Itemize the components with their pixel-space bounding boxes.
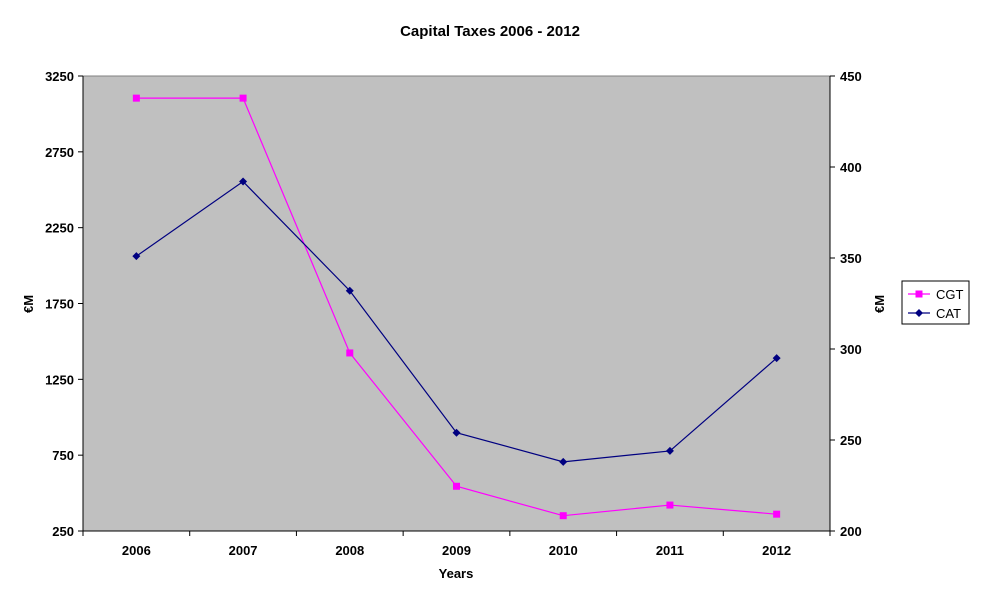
y-tick-label-left: 1750	[45, 297, 74, 312]
data-point-cat	[559, 457, 568, 466]
y-axis-left: 250 750 1250 1750 2250 2750 3250	[45, 69, 84, 539]
legend-box	[901, 280, 970, 325]
x-tick-label: 2007	[229, 543, 258, 558]
data-point-cat	[772, 354, 781, 363]
x-tick-label: 2010	[549, 543, 578, 558]
y-tick-label-right: 250	[840, 433, 862, 448]
x-tick-label: 2012	[762, 543, 791, 558]
legend-marker-cat	[915, 309, 923, 317]
y-axis-title-left: €M	[21, 295, 36, 313]
data-point-cgt	[559, 512, 567, 520]
legend-marker-cgt	[915, 290, 923, 298]
x-tick-label: 2006	[122, 543, 151, 558]
data-point-cat	[452, 428, 461, 437]
y-tick-label-right: 400	[840, 160, 862, 175]
legend-label-cat: CAT	[936, 306, 961, 321]
x-tick-label: 2009	[442, 543, 471, 558]
legend: CGT CAT	[901, 280, 970, 325]
data-point-cat	[239, 177, 248, 186]
data-point-cgt	[132, 94, 140, 102]
data-point-cgt	[773, 510, 781, 518]
data-point-cat	[345, 286, 354, 295]
series-layer	[132, 94, 781, 520]
y-tick-label-left: 1250	[45, 372, 74, 387]
series-cat	[132, 177, 781, 466]
y-tick-label-right: 300	[840, 342, 862, 357]
y-tick-label-left: 2750	[45, 145, 74, 160]
data-point-cgt	[666, 501, 674, 509]
legend-label-cgt: CGT	[936, 287, 964, 302]
y-axis-right: 200 250 300 350 400 450	[829, 69, 862, 539]
y-tick-label-left: 3250	[45, 69, 74, 84]
x-tick-label: 2008	[335, 543, 364, 558]
chart-title: Capital Taxes 2006 - 2012	[400, 23, 580, 40]
y-tick-label-right: 450	[840, 69, 862, 84]
plot-area	[82, 75, 831, 532]
y-axis-title-right: €M	[872, 295, 887, 313]
y-tick-label-right: 200	[840, 524, 862, 539]
y-tick-label-left: 250	[52, 524, 74, 539]
data-point-cat	[665, 446, 674, 455]
x-tick-label: 2011	[656, 543, 684, 558]
x-axis-title: Years	[439, 566, 474, 581]
data-point-cgt	[346, 349, 354, 357]
series-cgt	[132, 94, 781, 520]
data-point-cgt	[453, 482, 460, 490]
data-point-cgt	[239, 94, 247, 102]
x-axis: 2006 2007 2008 2009 2010 2011 2012	[82, 530, 831, 558]
y-tick-label-right: 350	[840, 251, 862, 266]
data-point-cat	[132, 252, 141, 261]
y-tick-label-left: 2250	[45, 221, 74, 236]
y-tick-label-left: 750	[52, 448, 74, 463]
